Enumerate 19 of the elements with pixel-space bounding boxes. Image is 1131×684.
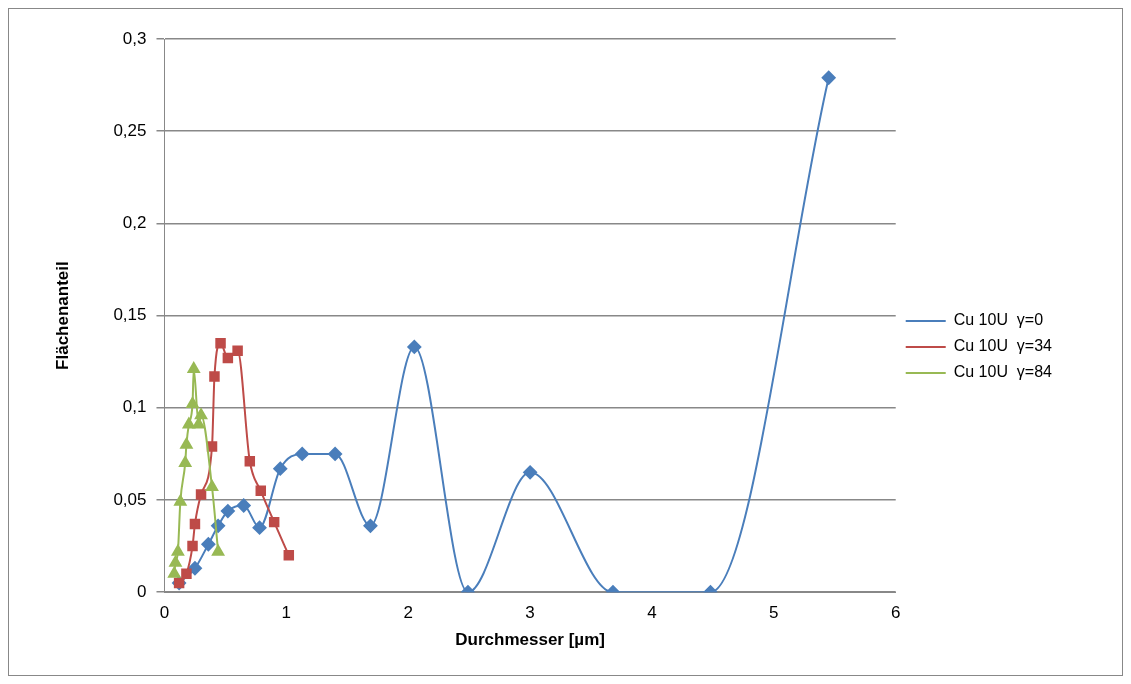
- legend-label: Cu 10U γ=0: [953, 311, 1044, 329]
- y-tick-label: 0,15: [113, 305, 147, 325]
- y-tick-label: 0,25: [113, 120, 147, 140]
- x-tick-label: 6: [890, 603, 901, 623]
- x-tick-label: 0: [159, 603, 170, 623]
- y-tick-label: 0,1: [122, 397, 147, 417]
- x-tick-label: 2: [403, 603, 413, 623]
- x-tick-label: 3: [525, 603, 535, 623]
- x-tick-label: 4: [647, 603, 657, 623]
- y-tick-label: 0,05: [113, 489, 147, 509]
- legend-label: Cu 10U γ=34: [953, 337, 1053, 355]
- y-tick-label: 0,3: [122, 28, 147, 48]
- y-tick-label: 0: [137, 581, 147, 601]
- x-tick-label: 5: [769, 603, 779, 623]
- y-axis-title: Flächenanteil: [52, 261, 72, 370]
- x-axis-title: Durchmesser [µm]: [455, 630, 605, 650]
- y-tick-label: 0,2: [122, 213, 147, 233]
- x-tick-label: 1: [281, 603, 292, 623]
- legend-label: Cu 10U γ=84: [953, 363, 1053, 381]
